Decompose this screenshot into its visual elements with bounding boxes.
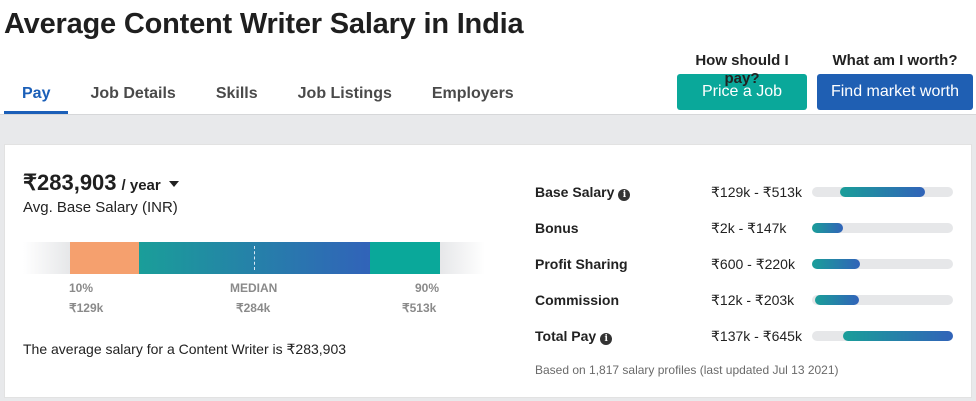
breakdown-label: Commission <box>535 292 620 308</box>
breakdown-track <box>812 331 953 341</box>
tab-skills[interactable]: Skills <box>215 85 258 102</box>
average-salary-sentence: The average salary for a Content Writer … <box>23 341 347 357</box>
info-icon[interactable]: i <box>600 333 613 345</box>
tab-pay[interactable]: Pay <box>4 84 69 114</box>
salary-subtitle: Avg. Base Salary (INR) <box>23 199 178 216</box>
salary-value: ₹283,903 <box>23 170 117 195</box>
worth-question: What am I worth? <box>832 52 958 69</box>
breakdown-range: ₹600 - ₹220k <box>711 256 795 272</box>
range-fade-left <box>23 242 70 274</box>
find-market-worth-button[interactable]: Find market worth <box>817 74 973 110</box>
range-segment-high <box>370 242 440 274</box>
salary-range-bar <box>23 242 485 274</box>
p90-label: 90% <box>415 281 440 295</box>
breakdown-fill <box>814 295 859 305</box>
p10-value: ₹129k <box>69 301 104 315</box>
pay-breakdown: Base Salary i ₹129k - ₹513k Bonus ₹2k - ₹… <box>535 183 955 363</box>
p10-label: 10% <box>69 281 94 295</box>
breakdown-range: ₹12k - ₹203k <box>711 292 795 308</box>
salary-card: ₹283,903 / year Avg. Base Salary (INR) 1… <box>4 144 972 398</box>
caret-down-icon[interactable] <box>168 181 179 187</box>
price-a-job-button[interactable]: Price a Job <box>677 74 807 110</box>
p90-value: ₹513k <box>402 301 437 315</box>
tab-bar: Pay Job Details Skills Job Listings Empl… <box>4 84 532 114</box>
page-title: Average Content Writer Salary in India <box>4 8 524 40</box>
price-job-cta: How should I pay? Price a Job <box>677 52 807 110</box>
breakdown-row-commission: Commission ₹12k - ₹203k <box>535 291 955 327</box>
price-question: How should I pay? <box>695 52 789 87</box>
info-icon[interactable]: i <box>618 189 631 201</box>
breakdown-fill <box>812 223 844 233</box>
salary-footnote: Based on 1,817 salary profiles (last upd… <box>535 363 839 377</box>
breakdown-label: Base Salary <box>535 184 615 200</box>
breakdown-row-base-salary: Base Salary i ₹129k - ₹513k <box>535 183 955 219</box>
breakdown-range: ₹2k - ₹147k <box>711 220 787 236</box>
breakdown-label: Total Pay <box>535 328 597 344</box>
range-fade-right <box>440 242 485 274</box>
breakdown-row-total-pay: Total Pay i ₹137k - ₹645k <box>535 327 955 363</box>
median-label: MEDIAN <box>230 281 278 295</box>
median-value: ₹284k <box>236 301 271 315</box>
breakdown-range: ₹137k - ₹645k <box>711 328 802 344</box>
breakdown-range: ₹129k - ₹513k <box>711 184 802 200</box>
range-segment-low <box>70 242 139 274</box>
breakdown-row-bonus: Bonus ₹2k - ₹147k <box>535 219 955 255</box>
breakdown-track <box>812 295 953 305</box>
salary-amount: ₹283,903 / year <box>23 170 179 196</box>
market-worth-cta: What am I worth? Find market worth <box>817 52 973 110</box>
breakdown-fill <box>843 331 953 341</box>
breakdown-fill <box>812 259 860 269</box>
breakdown-track <box>812 223 953 233</box>
breakdown-track <box>812 187 953 197</box>
breakdown-track <box>812 259 953 269</box>
breakdown-row-profit-sharing: Profit Sharing ₹600 - ₹220k <box>535 255 955 291</box>
tab-job-listings[interactable]: Job Listings <box>297 85 392 102</box>
tab-employers[interactable]: Employers <box>431 85 514 102</box>
salary-period-dropdown[interactable]: / year <box>121 177 161 194</box>
breakdown-label: Profit Sharing <box>535 256 628 272</box>
tab-job-details[interactable]: Job Details <box>90 85 176 102</box>
breakdown-fill <box>840 187 925 197</box>
median-marker <box>254 246 255 270</box>
breakdown-label: Bonus <box>535 220 579 236</box>
